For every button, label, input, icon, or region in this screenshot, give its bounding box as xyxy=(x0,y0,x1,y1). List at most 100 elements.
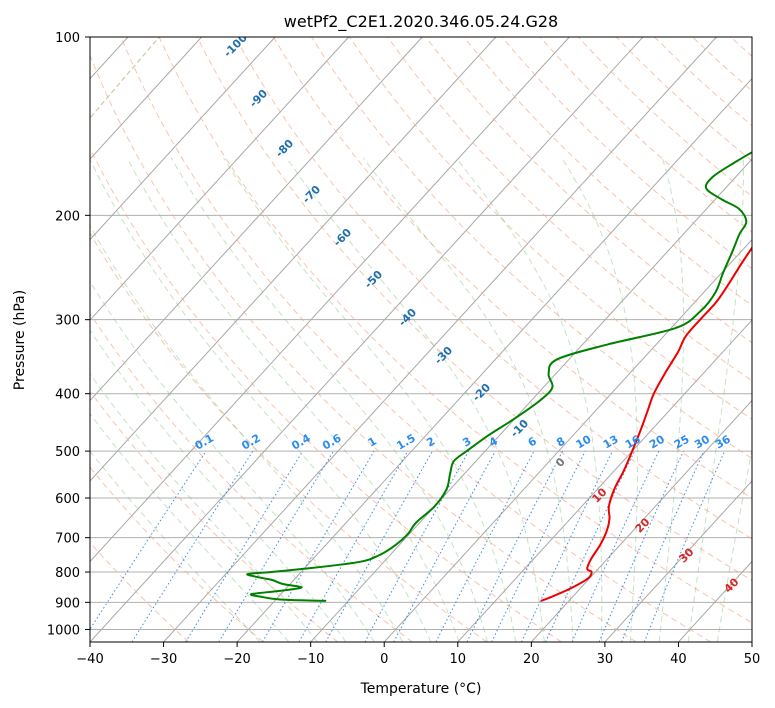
x-tick-label: 20 xyxy=(523,652,540,667)
isotherm-line xyxy=(530,399,752,642)
y-tick-label: 900 xyxy=(55,596,80,611)
dry-adiabat-line xyxy=(539,37,752,233)
mixing-ratio-label: 30 xyxy=(692,432,712,451)
mixing-ratio-line xyxy=(364,450,470,642)
moist-adiabat-line xyxy=(561,157,638,642)
mixing-ratio-line xyxy=(643,450,726,642)
mixing-ratio-line xyxy=(90,450,207,631)
mixing-ratio-line xyxy=(571,450,660,642)
moist-adiabat-line xyxy=(362,157,574,642)
mixing-ratio-line xyxy=(262,450,375,642)
dry-adiabat-label: -30 xyxy=(432,344,455,367)
mixing-ratio-line xyxy=(185,450,304,642)
dry-adiabat-line xyxy=(90,232,488,642)
dry-adiabat-line xyxy=(158,37,752,624)
y-axis-label: Pressure (hPa) xyxy=(12,290,28,390)
dry-adiabat-line xyxy=(501,37,752,270)
background-lines xyxy=(90,37,775,642)
dry-adiabat-line xyxy=(769,37,775,642)
moist-adiabat-line xyxy=(223,157,517,642)
moist-adiabat-line xyxy=(90,373,318,642)
moist-adiabat-line xyxy=(90,329,347,642)
dry-adiabat-label: 40 xyxy=(722,575,742,595)
moist-adiabat-line xyxy=(286,157,545,642)
isotherm-line xyxy=(383,238,752,642)
x-axis: −40 −30 −20 −10 0 10 20 30 40 50 xyxy=(76,642,760,667)
dry-adiabat-label: -20 xyxy=(470,381,493,404)
mixing-ratio-line xyxy=(393,450,496,642)
dry-adiabat-label: -100 xyxy=(221,31,250,60)
mixing-ratio-line xyxy=(598,450,684,642)
dry-adiabat-line xyxy=(311,37,752,460)
y-tick-label: 1000 xyxy=(47,623,80,638)
y-tick-label: 100 xyxy=(55,31,80,46)
dry-adiabat-label: -70 xyxy=(300,183,323,206)
mixing-ratio-label: 16 xyxy=(623,432,643,451)
dry-adiabat-line xyxy=(90,541,190,642)
x-tick-label: 50 xyxy=(744,652,761,667)
moist-adiabat-line xyxy=(126,157,460,642)
dry-adiabat-label: -80 xyxy=(273,137,296,160)
mixing-ratio-label: 25 xyxy=(672,433,692,452)
mixing-ratio-label: 0.4 xyxy=(289,431,313,452)
mixing-ratio-line xyxy=(466,450,564,642)
mixing-ratio-label: 8 xyxy=(554,435,567,450)
y-tick-label: 800 xyxy=(55,566,80,581)
dry-adiabat-line xyxy=(730,37,752,57)
isotherm-line xyxy=(751,641,752,642)
isotherm-line xyxy=(90,37,423,402)
moist-adiabat-line xyxy=(90,158,432,642)
dry-adiabat-line xyxy=(234,37,752,540)
mixing-ratio-label: 20 xyxy=(647,432,667,451)
dry-adiabat-line xyxy=(120,37,712,642)
y-tick-label: 600 xyxy=(55,492,80,507)
dry-adiabat-label: -90 xyxy=(247,87,270,110)
isotherm-line xyxy=(236,77,752,642)
mixing-ratio-line xyxy=(298,450,409,642)
mixing-ratio-line xyxy=(325,450,433,642)
mixing-ratio-label: 13 xyxy=(601,433,621,452)
dry-adiabat-line xyxy=(90,147,562,642)
mixing-ratio-line xyxy=(545,450,636,642)
isotherm-line xyxy=(90,37,497,482)
sounding-profiles xyxy=(246,151,752,602)
y-axis: 100 200 300 400 500 600 700 800 900 1000 xyxy=(47,31,90,638)
x-tick-label: −10 xyxy=(297,652,324,667)
dry-adiabat-line xyxy=(90,390,339,642)
moist-adiabat-line xyxy=(90,412,290,642)
mixing-ratio-label: 1.5 xyxy=(394,432,417,453)
moist-adiabat-line xyxy=(716,446,752,642)
y-tick-label: 700 xyxy=(55,532,80,547)
chart-title: wetPf2_C2E1.2020.346.05.24.G28 xyxy=(284,12,558,32)
y-tick-label: 400 xyxy=(55,388,80,403)
mixing-ratio-label: 10 xyxy=(574,432,594,451)
dry-adiabat-line xyxy=(463,37,752,307)
x-tick-label: −30 xyxy=(150,652,177,667)
dewpoint-profile-line xyxy=(246,151,752,602)
dry-adiabat-line xyxy=(90,466,264,642)
isotherm-line xyxy=(604,480,752,642)
x-tick-label: −20 xyxy=(223,652,250,667)
mixing-ratio-line xyxy=(131,450,254,642)
x-tick-label: 30 xyxy=(597,652,614,667)
dry-adiabat-line xyxy=(349,37,752,420)
x-tick-label: 40 xyxy=(670,652,687,667)
dry-adiabat-label: 0 xyxy=(553,455,568,470)
mixing-ratio-line xyxy=(218,450,335,642)
mixing-ratio-line xyxy=(621,450,705,642)
mixing-ratio-label: 6 xyxy=(526,434,539,449)
moist-adiabat-line xyxy=(90,450,261,642)
dry-adiabat-line xyxy=(425,37,752,344)
x-tick-label: 0 xyxy=(380,652,388,667)
dry-adiabat-line xyxy=(654,37,752,127)
dry-adiabat-line xyxy=(196,37,752,581)
y-tick-label: 300 xyxy=(55,314,80,329)
moist-adiabat-line xyxy=(658,157,685,642)
dry-adiabat-label: 10 xyxy=(590,485,610,505)
temperature-profile-line xyxy=(540,246,752,602)
y-tick-label: 200 xyxy=(55,209,80,224)
dry-adiabat-label: 30 xyxy=(677,545,697,565)
dry-adiabat-line xyxy=(90,54,637,642)
mixing-ratio-label: 1 xyxy=(366,435,379,450)
